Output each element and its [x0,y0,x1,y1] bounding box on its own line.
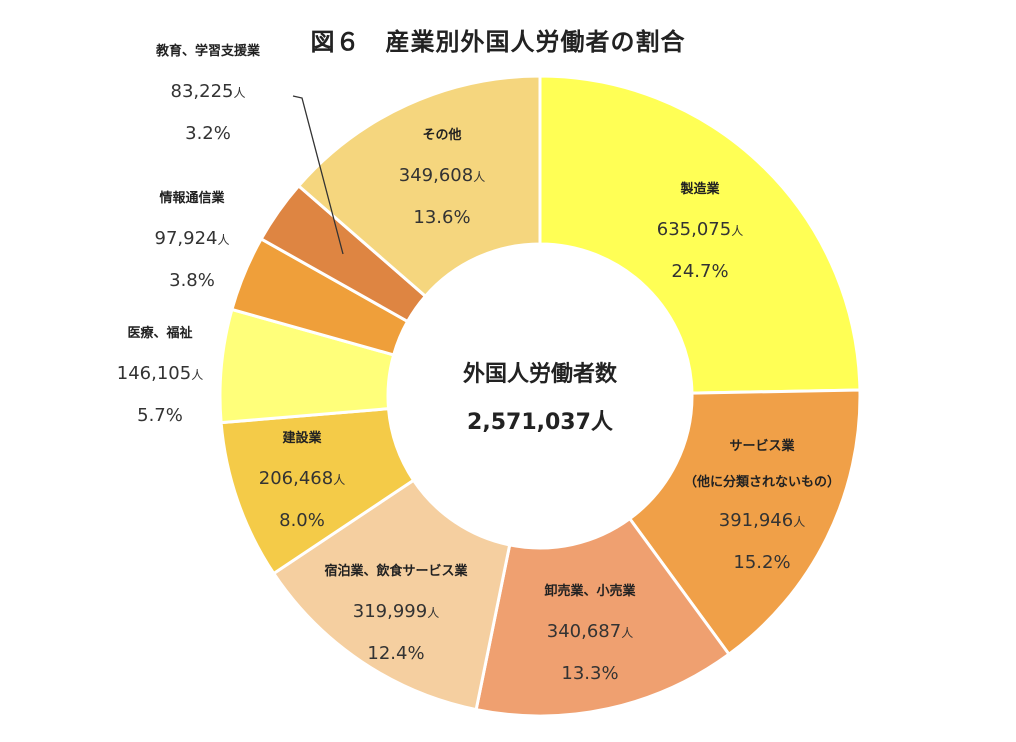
slice-percent: 3.8% [169,270,215,291]
slice-label: 宿泊業、飲食サービス業 319,999人 12.4% [324,562,467,666]
center-total: 2,571,037人 [467,410,613,435]
slice-sublabel: （他に分類されないもの） [683,475,841,490]
slice-name: サービス業 [729,439,795,454]
slice-label: サービス業 （他に分類されないもの） 391,946人 15.2% [684,437,840,575]
slice-percent: 15.2% [733,552,791,573]
slice-label: 建設業 206,468人 8.0% [259,429,345,533]
slice-label: その他 349,608人 13.6% [399,126,485,230]
slice-label: 医療、福祉 146,105人 5.7% [117,324,203,428]
slice-value: 83,225人 [170,81,246,102]
center-title: 外国人労働者数 [462,362,618,387]
slice-label: 製造業 635,075人 24.7% [657,180,743,284]
slice-value: 319,999人 [352,601,440,622]
donut-slice [627,388,862,657]
slice-percent: 5.7% [137,405,183,426]
slice-name: 医療、福祉 [127,326,193,341]
slice-label: 情報通信業 97,924人 3.8% [155,189,230,293]
slice-name: 宿泊業、飲食サービス業 [324,564,468,579]
slice-percent: 3.2% [185,123,231,144]
slice-name: 教育、学習支援業 [155,44,261,59]
donut-slice [271,478,512,712]
slice-name: 卸売業、小売業 [544,584,636,599]
slice-label: 教育、学習支援業 83,225人 3.2% [156,42,260,146]
slice-percent: 12.4% [367,643,425,664]
slice-value: 206,468人 [258,468,346,489]
slice-percent: 8.0% [279,510,325,531]
slice-value: 97,924人 [154,228,230,249]
slice-value: 635,075人 [656,219,744,240]
donut-slice [474,516,732,718]
slice-name: 製造業 [680,182,720,197]
chart-title: 図６ 産業別外国人労働者の割合 [310,28,686,56]
leader-line [292,95,344,255]
slice-name: その他 [422,128,462,143]
slice-value: 391,946人 [718,510,806,531]
slice-value: 349,608人 [398,165,486,186]
slice-name: 情報通信業 [159,191,225,206]
slice-percent: 13.6% [413,207,471,228]
slice-percent: 24.7% [671,261,729,282]
slice-percent: 13.3% [561,663,619,684]
slice-value: 146,105人 [116,363,204,384]
slice-label: 卸売業、小売業 340,687人 13.3% [544,582,635,686]
slice-name: 建設業 [282,431,322,446]
donut-slice [296,74,542,299]
donut-slice [538,74,862,395]
slice-value: 340,687人 [546,621,634,642]
center-label: 外国人労働者数 2,571,037人 [463,360,617,438]
